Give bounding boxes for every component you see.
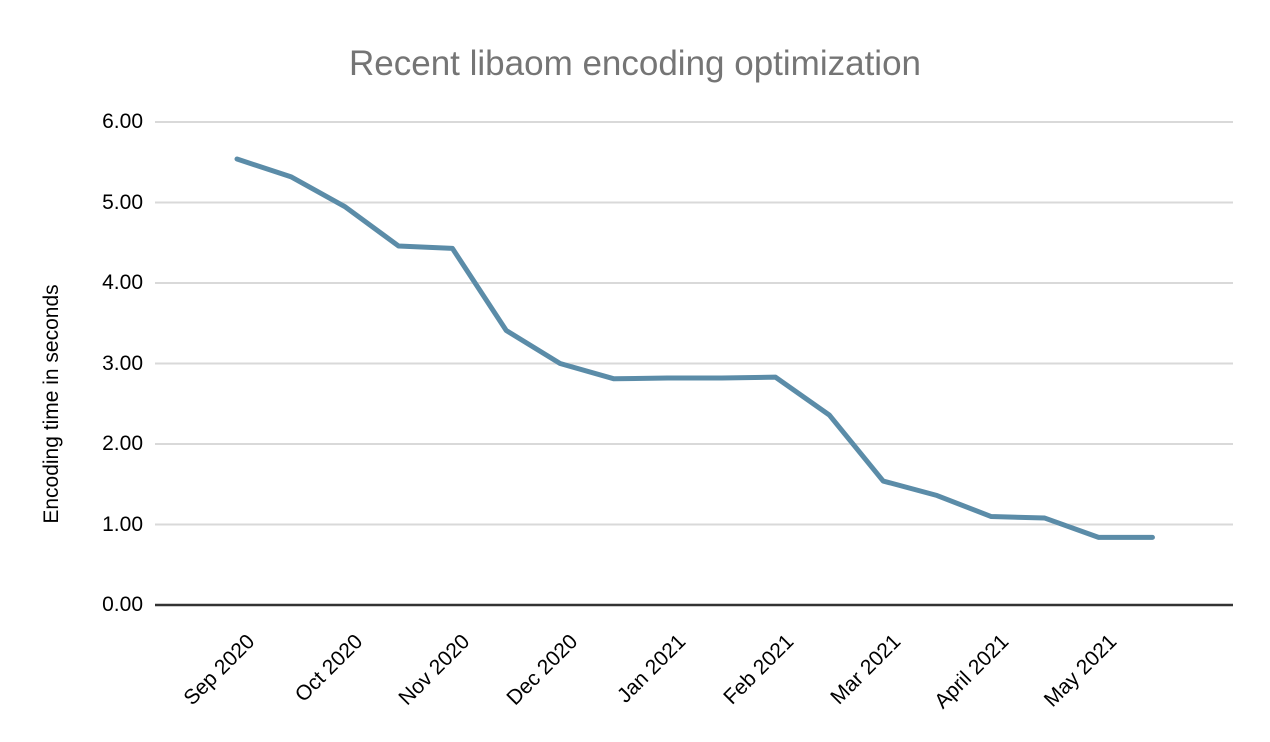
y-tick-label: 5.00	[102, 190, 143, 214]
y-tick-label: 1.00	[102, 512, 143, 536]
data-series-line	[234, 156, 1155, 540]
chart-title: Recent libaom encoding optimization	[349, 44, 921, 83]
y-tick-label: 2.00	[102, 432, 143, 455]
y-tick-label: 4.00	[102, 271, 143, 294]
y-tick-label: 3.00	[102, 351, 143, 375]
y-tick-label: 6.00	[102, 110, 143, 133]
y-tick-label: 0.00	[102, 593, 143, 616]
